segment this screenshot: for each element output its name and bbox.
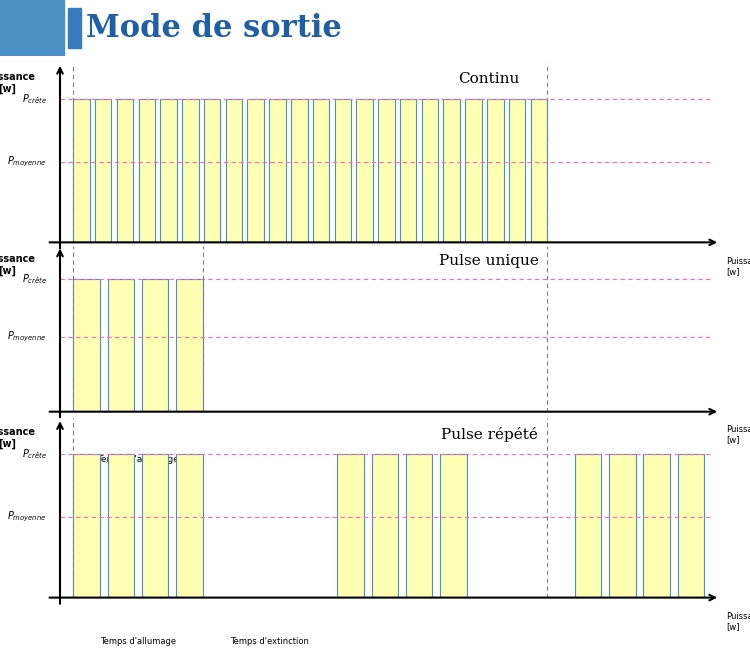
Bar — [509, 99, 525, 242]
Bar — [530, 99, 547, 242]
Bar — [68, 9, 81, 48]
Bar — [440, 454, 466, 598]
Text: Pulse répété: Pulse répété — [440, 428, 538, 442]
Text: Puissance
[w]: Puissance [w] — [727, 612, 750, 631]
Bar — [107, 454, 134, 598]
Text: $P_{crête}$: $P_{crête}$ — [22, 448, 46, 461]
Text: Continu: Continu — [458, 72, 520, 86]
Bar — [487, 99, 503, 242]
Bar — [443, 99, 460, 242]
Bar — [378, 99, 394, 242]
Text: $P_{moyenne}$: $P_{moyenne}$ — [8, 510, 46, 524]
Bar — [371, 454, 398, 598]
Bar — [142, 279, 168, 412]
Text: Puissance
[w]: Puissance [w] — [727, 425, 750, 444]
Bar — [574, 454, 602, 598]
Bar — [644, 454, 670, 598]
Text: Temps d'extinction: Temps d'extinction — [230, 637, 309, 646]
Bar — [204, 99, 220, 242]
Bar — [356, 99, 373, 242]
Text: $P_{moyenne}$: $P_{moyenne}$ — [8, 155, 46, 169]
Text: Puissance
[w]: Puissance [w] — [0, 254, 34, 276]
Bar — [107, 279, 134, 412]
Bar — [313, 99, 329, 242]
Bar — [182, 99, 199, 242]
Bar — [74, 279, 100, 412]
Bar — [465, 99, 482, 242]
Text: Temps d'allumage: Temps d'allumage — [97, 455, 178, 464]
Bar — [117, 99, 134, 242]
Text: Puissance
[w]: Puissance [w] — [727, 257, 750, 276]
Bar — [176, 279, 203, 412]
Bar — [334, 99, 351, 242]
Text: Pulse unique: Pulse unique — [439, 254, 539, 268]
Bar — [74, 454, 100, 598]
Bar — [609, 454, 635, 598]
Bar — [95, 99, 112, 242]
Text: Puissance
[w]: Puissance [w] — [0, 428, 34, 449]
Bar — [142, 454, 168, 598]
Text: $P_{crête}$: $P_{crête}$ — [22, 272, 46, 286]
Bar — [139, 99, 155, 242]
Bar — [678, 454, 704, 598]
Bar — [291, 99, 308, 242]
Text: $P_{crête}$: $P_{crête}$ — [22, 92, 46, 106]
Text: $P_{moyenne}$: $P_{moyenne}$ — [8, 330, 46, 344]
Text: Mode de sortie: Mode de sortie — [86, 13, 342, 44]
Bar — [400, 99, 416, 242]
Bar — [226, 99, 242, 242]
Bar — [74, 99, 90, 242]
Bar — [176, 454, 203, 598]
Bar — [406, 454, 432, 598]
Bar — [0, 0, 64, 56]
Bar — [422, 99, 438, 242]
Text: Puissance
[w]: Puissance [w] — [0, 72, 34, 94]
Bar — [338, 454, 364, 598]
Bar — [248, 99, 264, 242]
Bar — [160, 99, 177, 242]
Bar — [269, 99, 286, 242]
Text: Temps d'allumage: Temps d'allumage — [100, 637, 176, 646]
